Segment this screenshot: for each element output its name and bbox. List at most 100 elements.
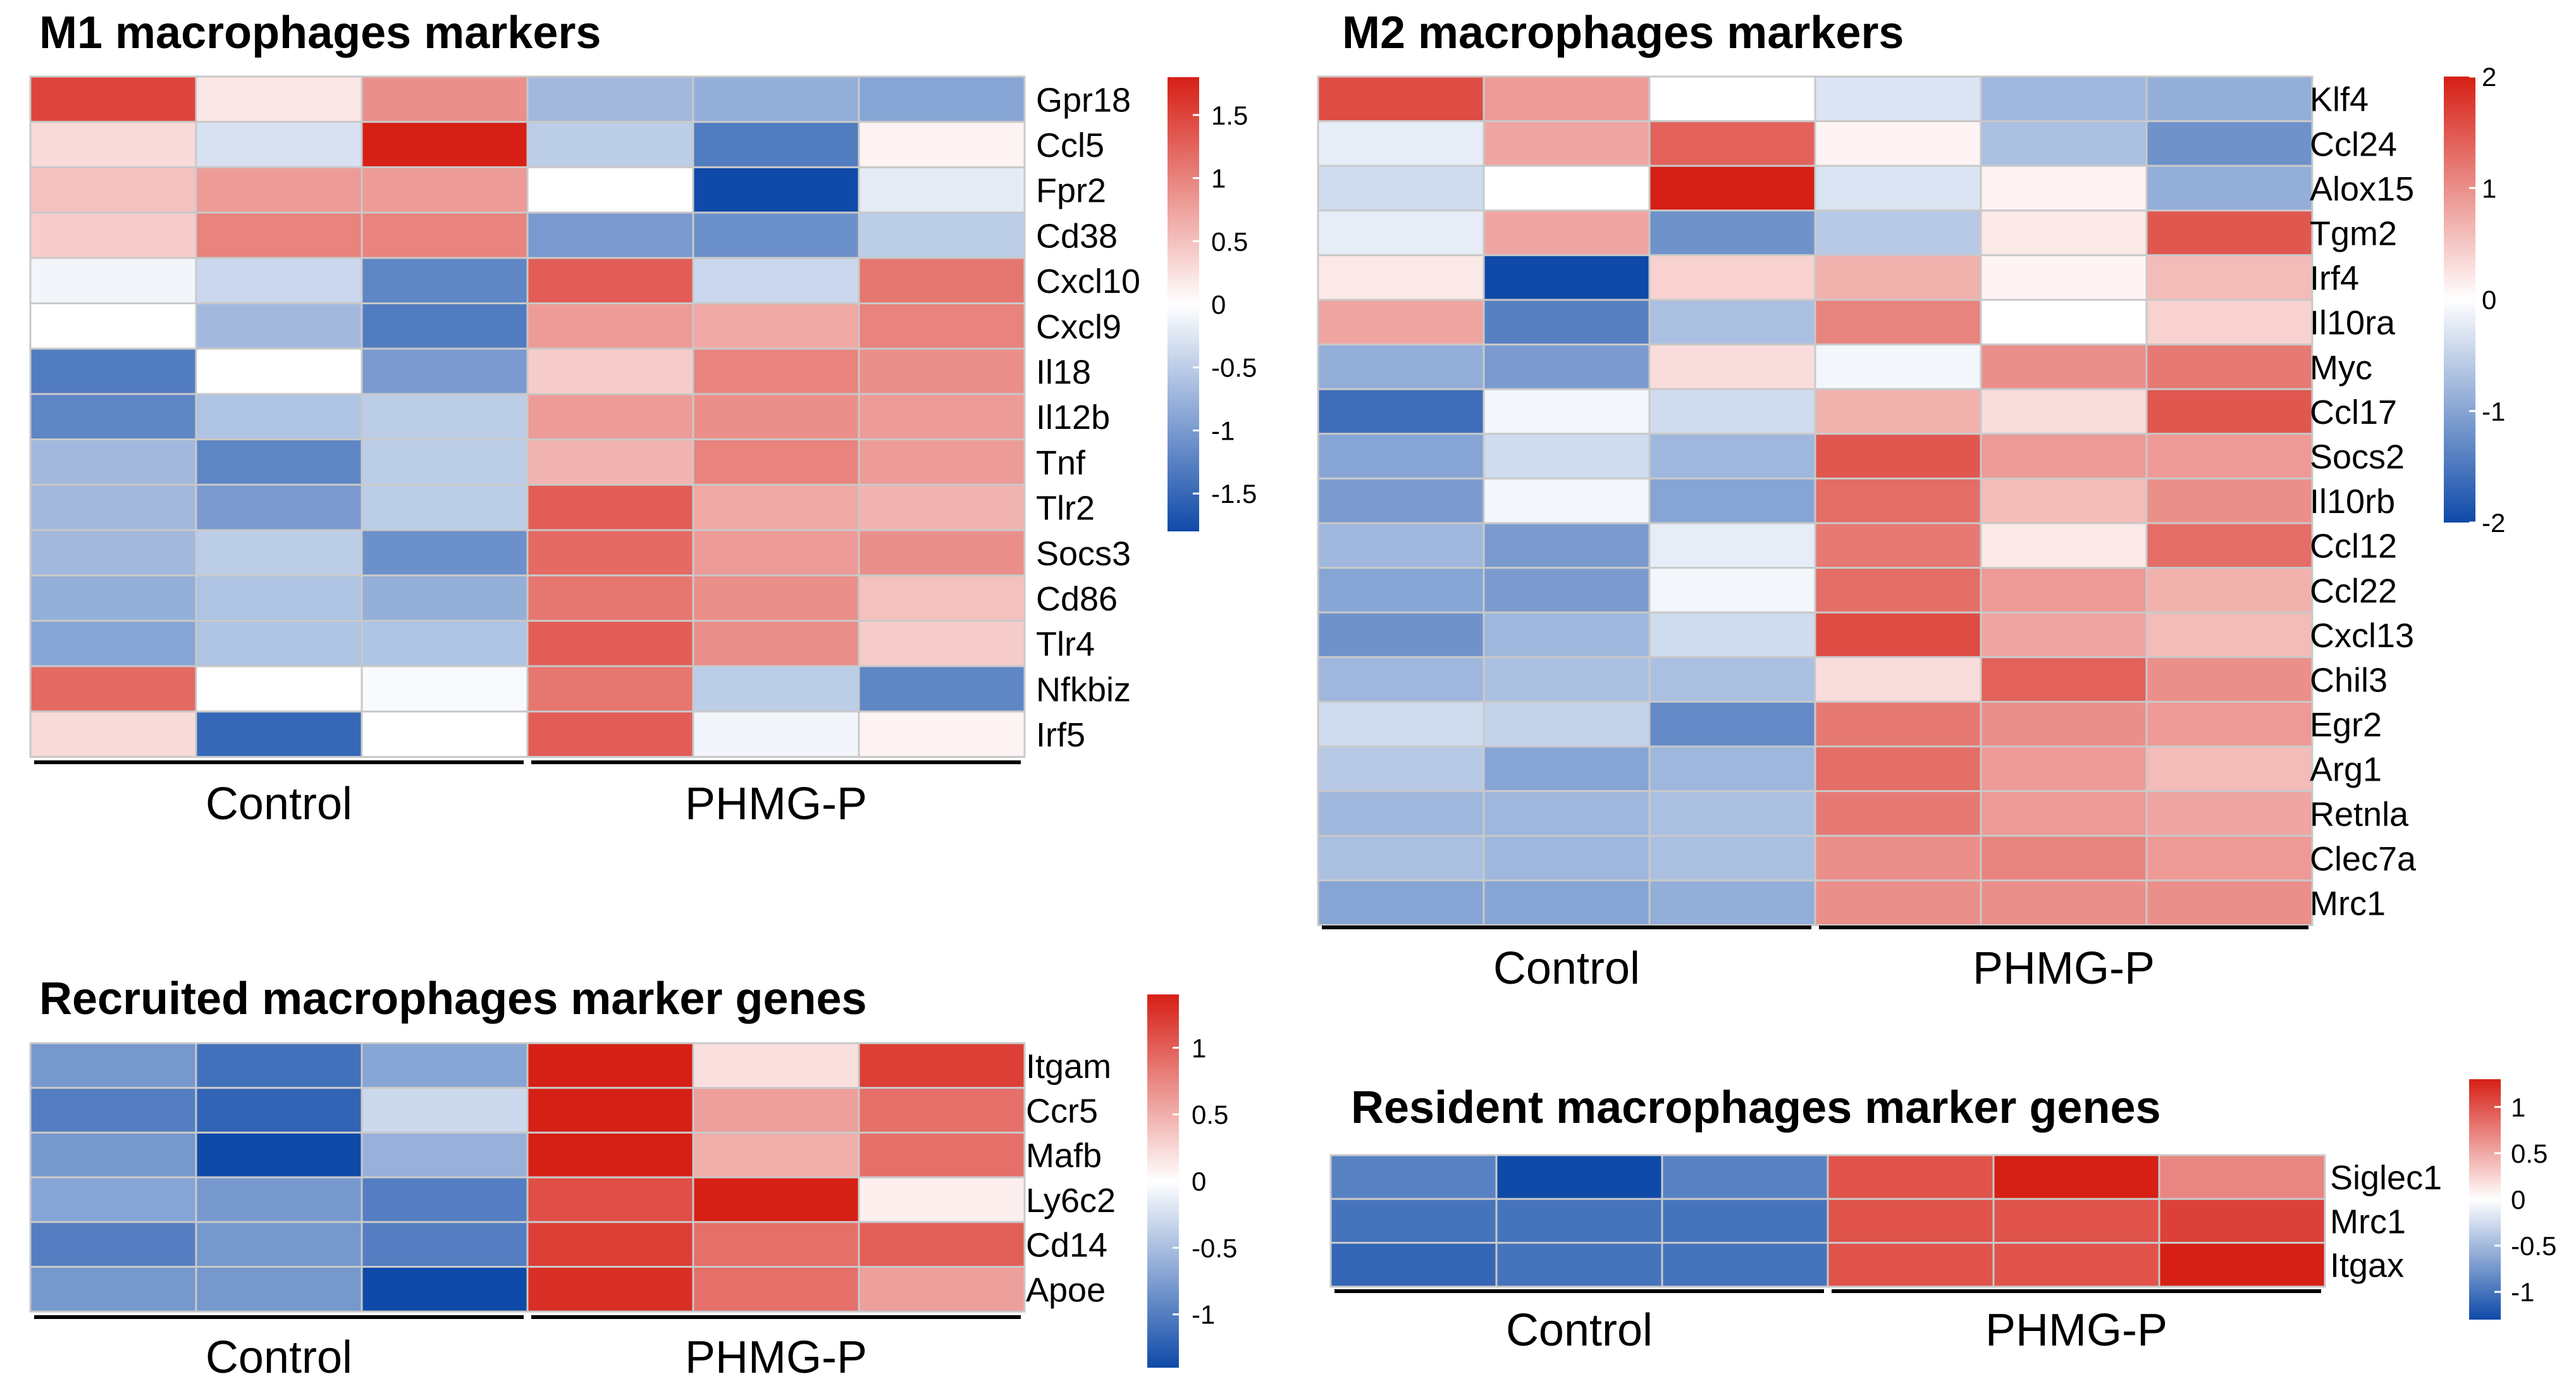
m2-cell [1482, 522, 1651, 569]
m1-cell [361, 347, 529, 395]
m1-cell [361, 483, 529, 531]
m2-cell [1648, 209, 1816, 256]
m2-colorbar-tick-label: 1 [2482, 173, 2496, 203]
m2-cell [1317, 567, 1485, 614]
resident-gene-label: Mrc1 [2330, 1203, 2406, 1241]
m1-cell [858, 438, 1026, 486]
m1-cell [526, 393, 694, 441]
m1-cell [29, 438, 197, 486]
recruited-group-label: PHMG-P [685, 1332, 867, 1383]
m1-cell [29, 121, 197, 168]
m1-gene-label: Il12b [1036, 399, 1110, 436]
m2-cell [1482, 75, 1651, 123]
m2-cell [1980, 209, 2148, 256]
resident-title: Resident macrophages marker genes [1351, 1082, 2161, 1133]
m2-cell [1482, 879, 1651, 926]
resident-cell [1495, 1242, 1663, 1288]
m1-cell [29, 483, 197, 531]
resident-cell [1661, 1154, 1829, 1200]
m1-cell [858, 393, 1026, 441]
m1-cell [526, 665, 694, 713]
recruited-cell [858, 1266, 1026, 1313]
m1-cell [858, 529, 1026, 577]
m1-colorbar-tick-label: -0.5 [1211, 353, 1257, 383]
resident-colorbar-tick-label: -1 [2511, 1277, 2534, 1307]
m2-cell [1317, 834, 1485, 882]
m2-cell [2145, 567, 2314, 614]
recruited-cell [195, 1266, 363, 1313]
m2-cell [1814, 522, 1982, 569]
recruited-cell [361, 1042, 529, 1089]
m2-cell [1482, 477, 1651, 524]
recruited-cell [858, 1221, 1026, 1268]
m2-cell [1648, 656, 1816, 703]
m2-cell [1980, 879, 2148, 926]
m2-gene-label: Irf4 [2310, 259, 2359, 297]
m1-cell [692, 302, 860, 350]
m2-cell [1648, 75, 1816, 123]
resident-cell [2158, 1198, 2326, 1244]
m2-gene-label: Chil3 [2310, 662, 2388, 700]
m2-cell [2145, 700, 2314, 748]
recruited-cell [195, 1221, 363, 1268]
m2-cell [1980, 299, 2148, 346]
m2-cell [1317, 120, 1485, 167]
m1-gene-label: Socs3 [1036, 535, 1131, 573]
m1-cell [361, 257, 529, 304]
m2-cell [1814, 299, 1982, 346]
m2-cell [1482, 120, 1651, 167]
m1-cell [692, 257, 860, 304]
m2-colorbar-tick-label: -1 [2482, 397, 2505, 426]
m2-cell [1814, 834, 1982, 882]
m2-cell [1814, 344, 1982, 390]
m2-cell [1980, 344, 2148, 390]
m2-cell [1648, 388, 1816, 435]
resident-colorbar-tick-label: 1 [2511, 1093, 2525, 1122]
m1-cell [858, 665, 1026, 713]
m2-cell [1814, 700, 1982, 748]
m2-cell [1980, 567, 2148, 614]
recruited-heatmap: Recruited macrophages marker genes Itgam C… [29, 974, 1237, 1383]
m1-cell [692, 710, 860, 758]
m2-gene-label: Ccl12 [2310, 528, 2397, 566]
m2-cell [1648, 700, 1816, 748]
m2-cell [1980, 745, 2148, 793]
m1-cell [361, 574, 529, 622]
recruited-gene-label: Itgam [1026, 1048, 1111, 1086]
recruited-cell [526, 1042, 694, 1089]
m1-cell [195, 619, 363, 667]
m1-cell [526, 302, 694, 350]
m2-cell [1648, 164, 1816, 212]
m1-cell [361, 121, 529, 168]
m1-cell [692, 166, 860, 214]
m2-cell [2145, 209, 2314, 256]
m1-cell [29, 619, 197, 667]
m2-cell [1317, 75, 1485, 123]
recruited-cell [29, 1131, 197, 1179]
m2-colorbar-tick-label: -2 [2482, 508, 2505, 538]
m2-cell [1648, 834, 1816, 882]
m1-cell [692, 211, 860, 259]
m1-gene-label: Nfkbiz [1036, 671, 1131, 709]
m2-gene-label: Alox15 [2310, 170, 2414, 208]
m1-colorbar-tick-label: -1 [1211, 416, 1235, 445]
m2-cell [1482, 433, 1651, 480]
m1-cell [195, 393, 363, 441]
recruited-cell [526, 1087, 694, 1134]
m1-cell [195, 574, 363, 622]
m1-cell [361, 302, 529, 350]
m2-gene-label: Retnla [2310, 795, 2409, 833]
m1-group-label: Control [206, 779, 352, 829]
m1-gene-label: Tlr2 [1036, 490, 1095, 528]
recruited-cell [361, 1087, 529, 1134]
recruited-cell [526, 1266, 694, 1313]
m2-cell [1980, 656, 2148, 703]
m2-cell [2145, 790, 2314, 837]
recruited-gene-label: Ccr5 [1026, 1092, 1098, 1130]
recruited-cell [858, 1042, 1026, 1089]
m2-cell [1814, 477, 1982, 524]
recruited-cell [29, 1221, 197, 1268]
m2-cell [1814, 745, 1982, 793]
m2-cell [1648, 611, 1816, 659]
m2-group-label: Control [1493, 943, 1640, 994]
